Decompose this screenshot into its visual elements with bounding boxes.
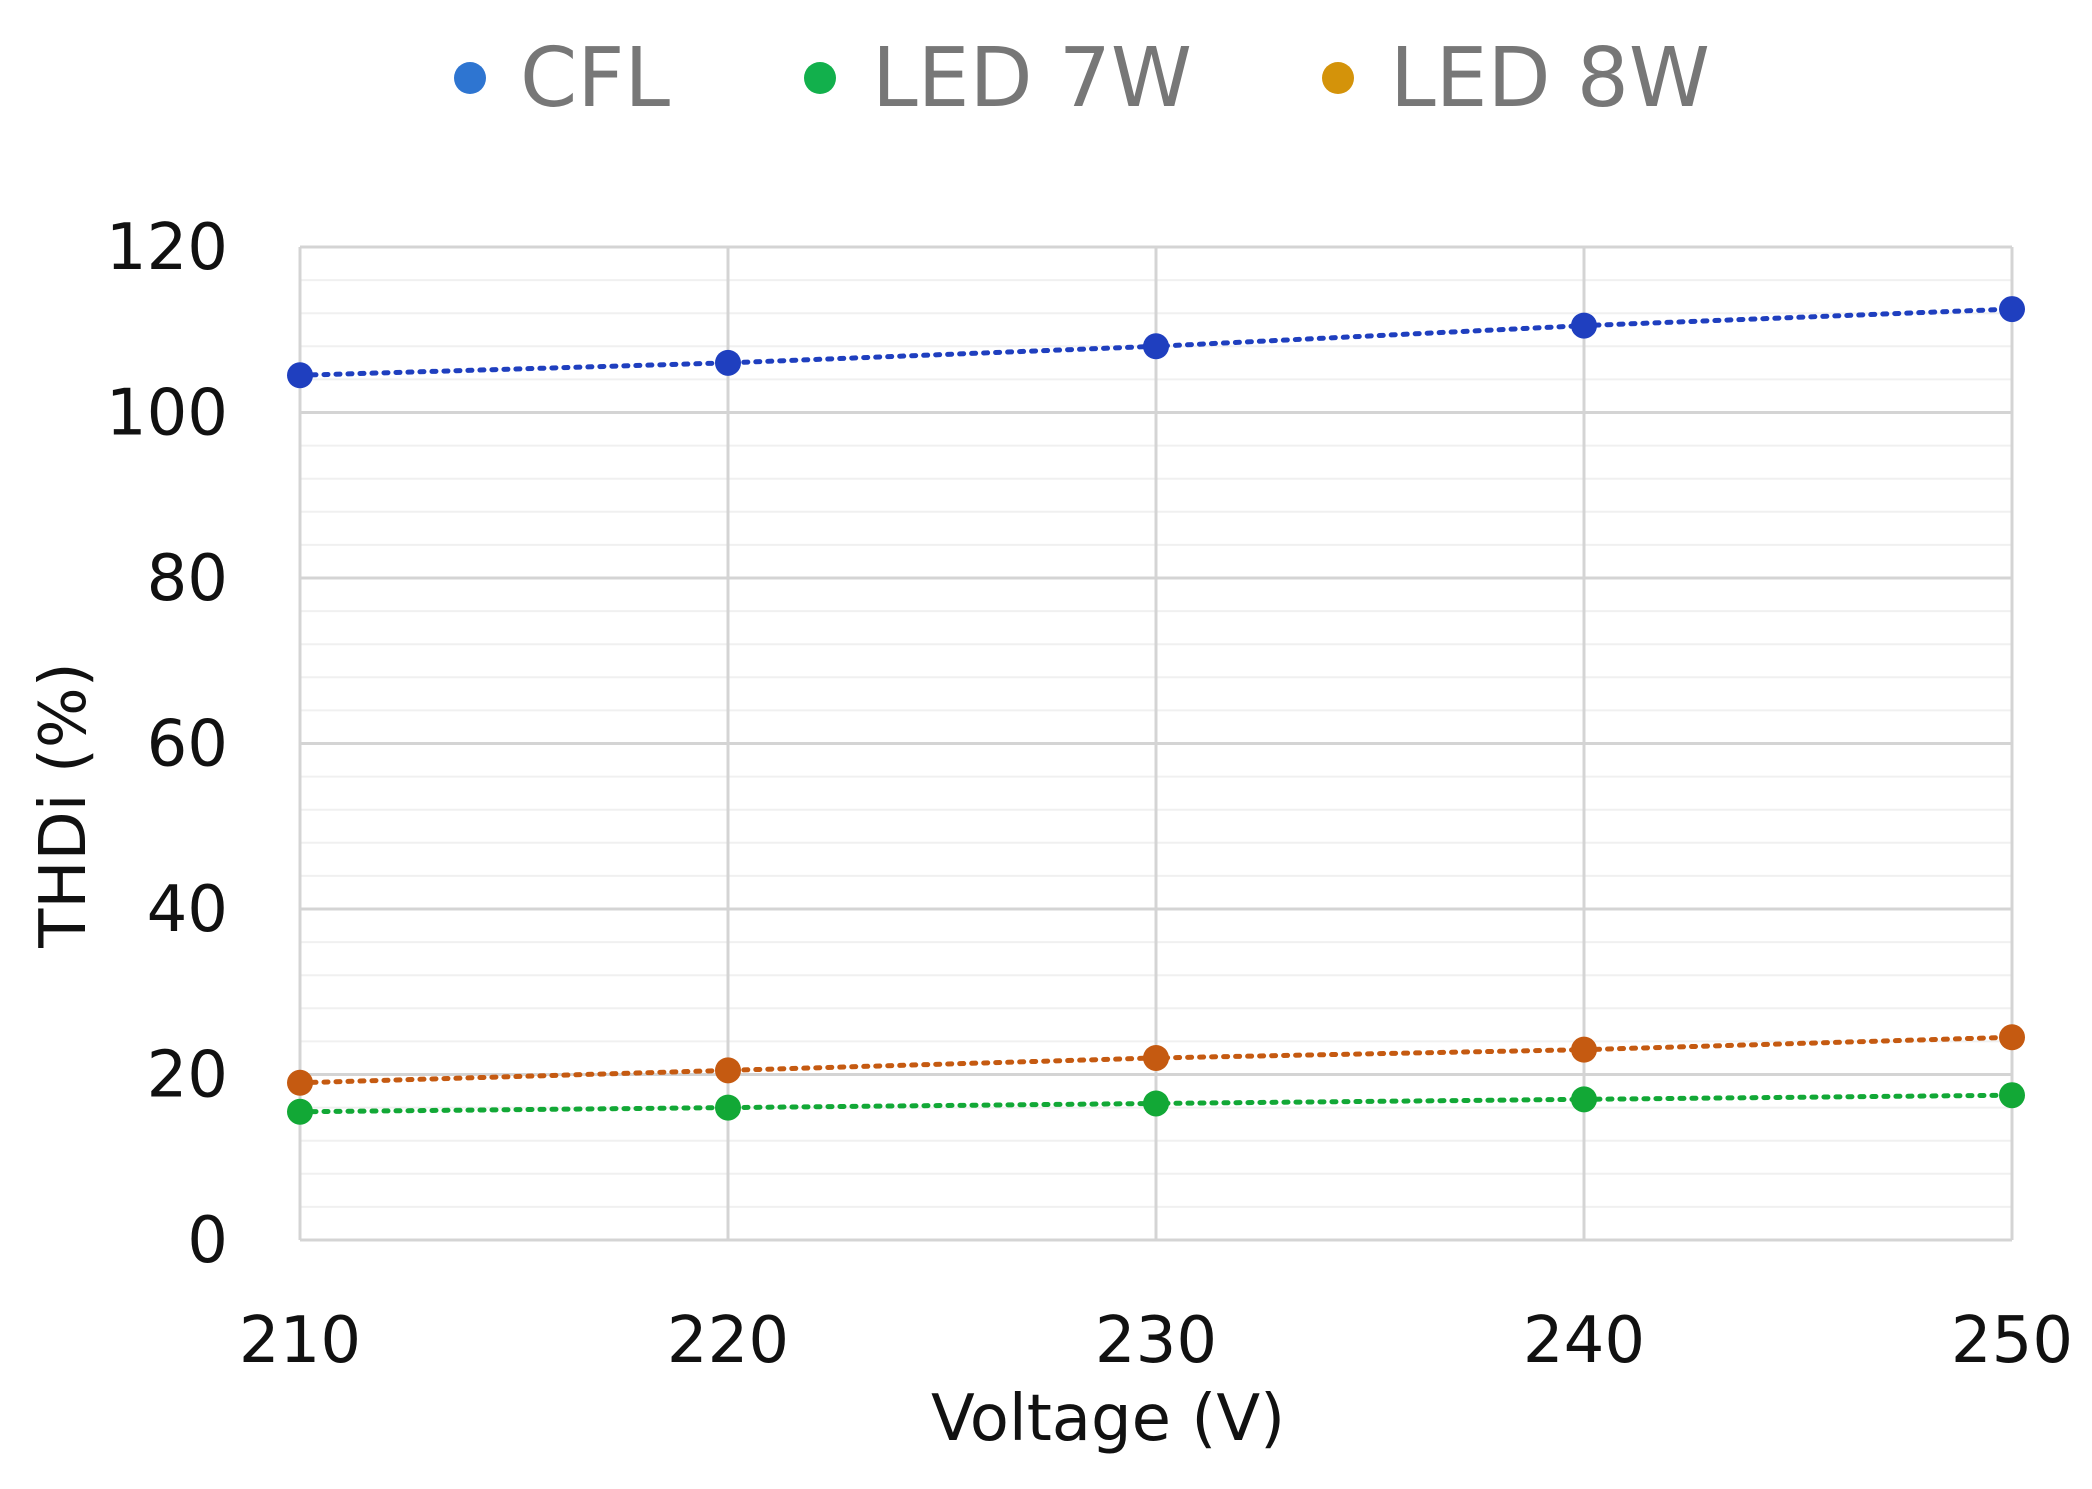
legend: CFL LED 7W LED 8W [454, 31, 1710, 126]
data-point-led-7w [287, 1098, 313, 1125]
data-point-cfl [1143, 333, 1169, 360]
series-led-7w [287, 1082, 2025, 1125]
data-point-cfl [1571, 312, 1597, 339]
data-point-led-8w [287, 1069, 313, 1096]
y-tick-label: 100 [106, 377, 228, 451]
series-cfl [287, 296, 2025, 389]
y-tick-label: 60 [147, 708, 228, 782]
y-tick-label: 20 [147, 1039, 228, 1113]
x-tick-label: 240 [1523, 1304, 1645, 1378]
legend-label: CFL [520, 31, 670, 126]
x-tick-label: 250 [1951, 1304, 2073, 1378]
legend-marker [804, 62, 836, 94]
y-tick-labels: 0 20 40 60 80 100 120 [106, 211, 228, 1278]
data-point-led-7w [1143, 1090, 1169, 1117]
legend-marker [1322, 62, 1354, 94]
data-point-led-7w [715, 1094, 741, 1121]
y-tick-label: 120 [106, 211, 228, 285]
data-point-led-7w [1571, 1086, 1597, 1113]
grid [298, 245, 2014, 1242]
data-point-led-8w [1143, 1044, 1169, 1071]
data-point-cfl [287, 362, 313, 389]
y-axis-title: THDi (%) [27, 662, 101, 948]
x-tick-label: 220 [667, 1304, 789, 1378]
x-axis-title: Voltage (V) [931, 1382, 1285, 1456]
data-point-led-8w [715, 1057, 741, 1084]
series-led-8w [287, 1024, 2025, 1096]
data-point-led-8w [1999, 1024, 2025, 1051]
data-point-cfl [715, 349, 741, 376]
legend-item-led-7w: LED 7W [804, 31, 1192, 126]
legend-item-led-8w: LED 8W [1322, 31, 1710, 126]
y-tick-label: 0 [187, 1204, 228, 1278]
data-point-led-7w [1999, 1082, 2025, 1109]
legend-label: LED 7W [872, 31, 1192, 126]
legend-item-cfl: CFL [454, 31, 670, 126]
legend-label: LED 8W [1390, 31, 1710, 126]
legend-marker [454, 62, 486, 94]
x-tick-label: 210 [239, 1304, 361, 1378]
y-tick-label: 40 [147, 873, 228, 947]
y-tick-label: 80 [147, 542, 228, 616]
x-tick-label: 230 [1095, 1304, 1217, 1378]
data-point-cfl [1999, 296, 2025, 323]
x-tick-labels: 210 220 230 240 250 [239, 1304, 2073, 1378]
series-layer [287, 296, 2025, 1125]
data-point-led-8w [1571, 1036, 1597, 1063]
